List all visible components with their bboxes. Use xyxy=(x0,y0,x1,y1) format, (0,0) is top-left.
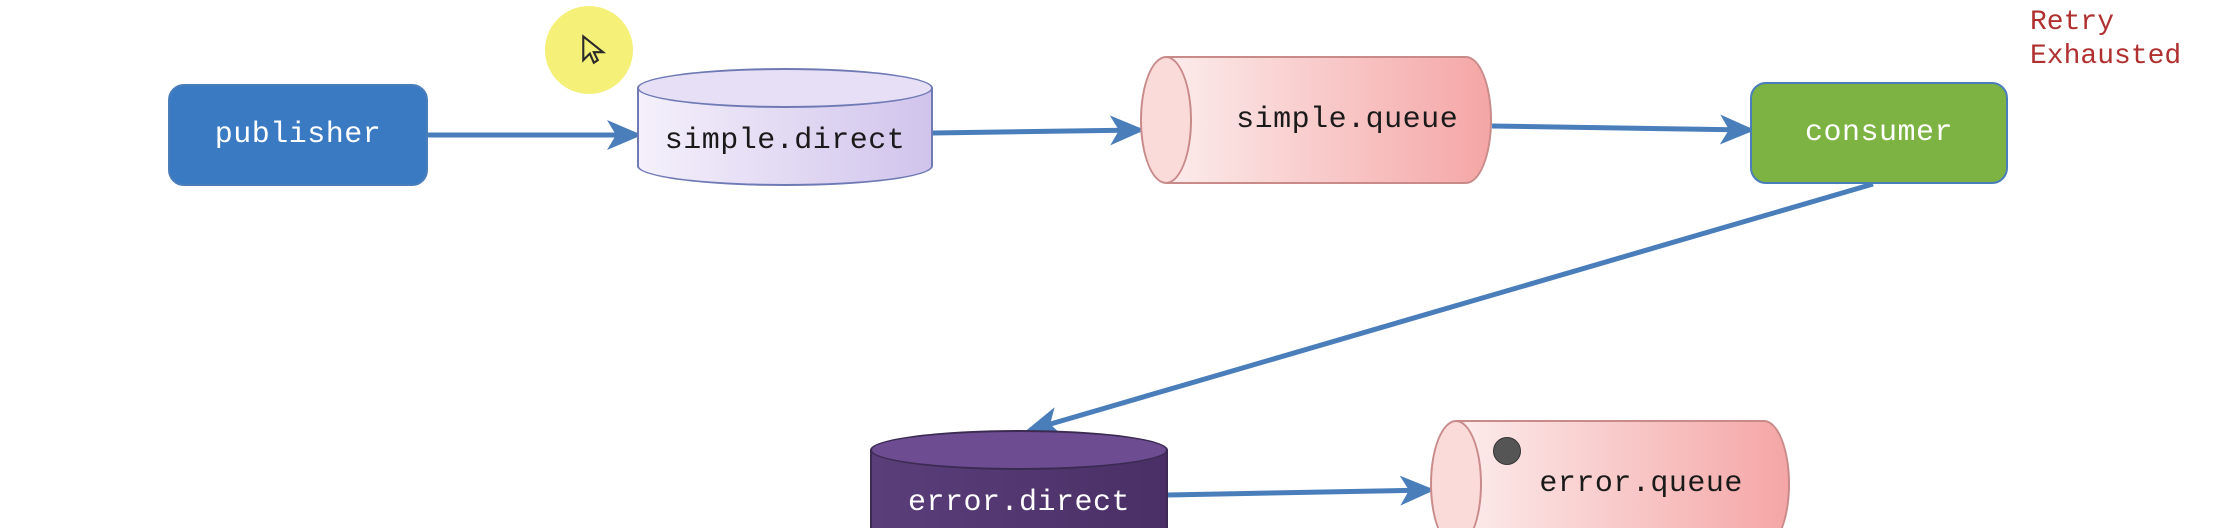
edge-simple_direct-to-simple_queue xyxy=(933,130,1140,133)
edge-consumer-to-error_direct xyxy=(1030,184,1873,430)
queue-dot-icon xyxy=(1493,437,1521,465)
node-simple-queue: simple.queue xyxy=(1140,56,1492,184)
node-error-direct: error.direct xyxy=(870,430,1168,528)
edge-simple_queue-to-consumer xyxy=(1492,126,1750,130)
node-simple-direct-label: simple.direct xyxy=(637,124,933,158)
retry-exhausted-annotation: Retry Exhausted xyxy=(2030,6,2181,73)
node-error-queue: error.queue xyxy=(1430,420,1790,528)
diagram-canvas: publisher simple.direct simple.queue con… xyxy=(0,0,2231,528)
node-simple-direct: simple.direct xyxy=(637,68,933,186)
node-simple-queue-label: simple.queue xyxy=(1140,103,1523,137)
node-publisher: publisher xyxy=(168,84,428,186)
node-consumer: consumer xyxy=(1750,82,2008,184)
cursor-highlight xyxy=(545,6,633,94)
edge-error_direct-to-error_queue xyxy=(1168,490,1430,495)
node-error-queue-label: error.queue xyxy=(1430,467,1821,501)
node-publisher-label: publisher xyxy=(170,118,426,152)
node-consumer-label: consumer xyxy=(1752,116,2006,150)
cursor-icon xyxy=(578,32,610,67)
node-error-direct-label: error.direct xyxy=(870,486,1168,520)
